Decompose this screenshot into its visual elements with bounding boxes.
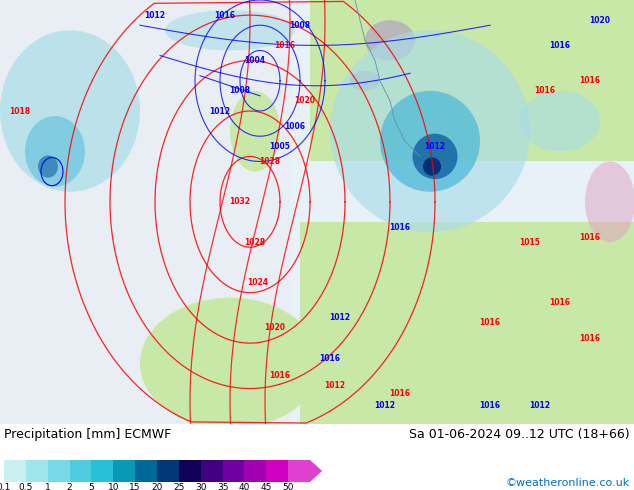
Bar xyxy=(201,460,223,482)
Ellipse shape xyxy=(165,10,295,50)
Bar xyxy=(330,293,530,373)
Text: 10: 10 xyxy=(108,484,119,490)
Text: 1012: 1012 xyxy=(529,401,550,410)
Text: 1016: 1016 xyxy=(269,371,290,380)
Bar xyxy=(288,460,310,482)
Text: 1016: 1016 xyxy=(534,86,555,96)
Bar xyxy=(157,460,179,482)
Ellipse shape xyxy=(38,155,58,177)
Text: 1016: 1016 xyxy=(479,318,500,327)
Text: 1016: 1016 xyxy=(550,41,571,50)
Ellipse shape xyxy=(330,30,530,232)
Ellipse shape xyxy=(413,134,458,179)
Bar xyxy=(223,460,245,482)
Text: 1016: 1016 xyxy=(389,222,410,232)
Ellipse shape xyxy=(350,71,380,91)
Bar xyxy=(26,460,48,482)
Bar xyxy=(70,460,91,482)
Text: 1004: 1004 xyxy=(245,56,266,65)
Text: 1012: 1012 xyxy=(209,106,231,116)
Text: Sa 01-06-2024 09..12 UTC (18+66): Sa 01-06-2024 09..12 UTC (18+66) xyxy=(410,428,630,441)
Text: 1020: 1020 xyxy=(295,97,316,105)
Bar xyxy=(179,460,201,482)
Ellipse shape xyxy=(25,116,85,187)
Text: 1008: 1008 xyxy=(290,21,311,30)
Bar xyxy=(113,460,135,482)
Text: 1016: 1016 xyxy=(579,334,600,343)
Text: 1016: 1016 xyxy=(550,298,571,307)
Text: 1016: 1016 xyxy=(320,354,340,363)
Text: 1: 1 xyxy=(45,484,51,490)
Ellipse shape xyxy=(423,157,441,175)
Text: 15: 15 xyxy=(129,484,141,490)
Ellipse shape xyxy=(365,20,415,61)
Text: 1012: 1012 xyxy=(145,11,165,20)
Bar xyxy=(310,0,634,162)
Text: 40: 40 xyxy=(239,484,250,490)
Text: 1008: 1008 xyxy=(230,86,250,96)
Text: 1032: 1032 xyxy=(230,197,250,206)
Ellipse shape xyxy=(230,91,280,172)
Text: 20: 20 xyxy=(152,484,163,490)
Text: 25: 25 xyxy=(173,484,184,490)
Text: 1018: 1018 xyxy=(10,106,30,116)
Bar xyxy=(245,460,266,482)
Ellipse shape xyxy=(380,91,480,192)
Text: 0.1: 0.1 xyxy=(0,484,11,490)
Text: 1020: 1020 xyxy=(264,323,285,333)
Text: 1016: 1016 xyxy=(389,389,410,398)
Polygon shape xyxy=(310,460,322,482)
Text: 1012: 1012 xyxy=(325,381,346,390)
Bar xyxy=(266,460,288,482)
Bar xyxy=(0,0,290,424)
Text: 1016: 1016 xyxy=(479,401,500,410)
Ellipse shape xyxy=(140,298,320,429)
Text: 30: 30 xyxy=(195,484,207,490)
Text: 1028: 1028 xyxy=(245,238,266,246)
Text: 1005: 1005 xyxy=(269,142,290,151)
Text: 0.5: 0.5 xyxy=(18,484,33,490)
Ellipse shape xyxy=(520,91,600,151)
Bar xyxy=(91,460,113,482)
Text: 1016: 1016 xyxy=(214,11,235,20)
Text: 35: 35 xyxy=(217,484,228,490)
Text: 1012: 1012 xyxy=(425,142,446,151)
Text: 1015: 1015 xyxy=(519,238,540,246)
Text: 5: 5 xyxy=(89,484,94,490)
Text: 1016: 1016 xyxy=(275,41,295,50)
Text: 2: 2 xyxy=(67,484,72,490)
Bar xyxy=(135,460,157,482)
Bar xyxy=(48,460,70,482)
Text: 1012: 1012 xyxy=(330,314,351,322)
Bar xyxy=(4,460,26,482)
Text: 1012: 1012 xyxy=(375,401,396,410)
Text: 1006: 1006 xyxy=(285,122,306,131)
Text: 1024: 1024 xyxy=(247,278,269,287)
Text: 1016: 1016 xyxy=(579,76,600,85)
Ellipse shape xyxy=(0,30,140,192)
Text: 1020: 1020 xyxy=(590,16,611,24)
Text: 45: 45 xyxy=(261,484,272,490)
Text: Precipitation [mm] ECMWF: Precipitation [mm] ECMWF xyxy=(4,428,171,441)
Text: 50: 50 xyxy=(282,484,294,490)
Bar xyxy=(300,222,634,424)
Text: ©weatheronline.co.uk: ©weatheronline.co.uk xyxy=(506,478,630,488)
Text: 1028: 1028 xyxy=(259,157,281,166)
Text: 1016: 1016 xyxy=(579,233,600,242)
Ellipse shape xyxy=(585,162,634,242)
